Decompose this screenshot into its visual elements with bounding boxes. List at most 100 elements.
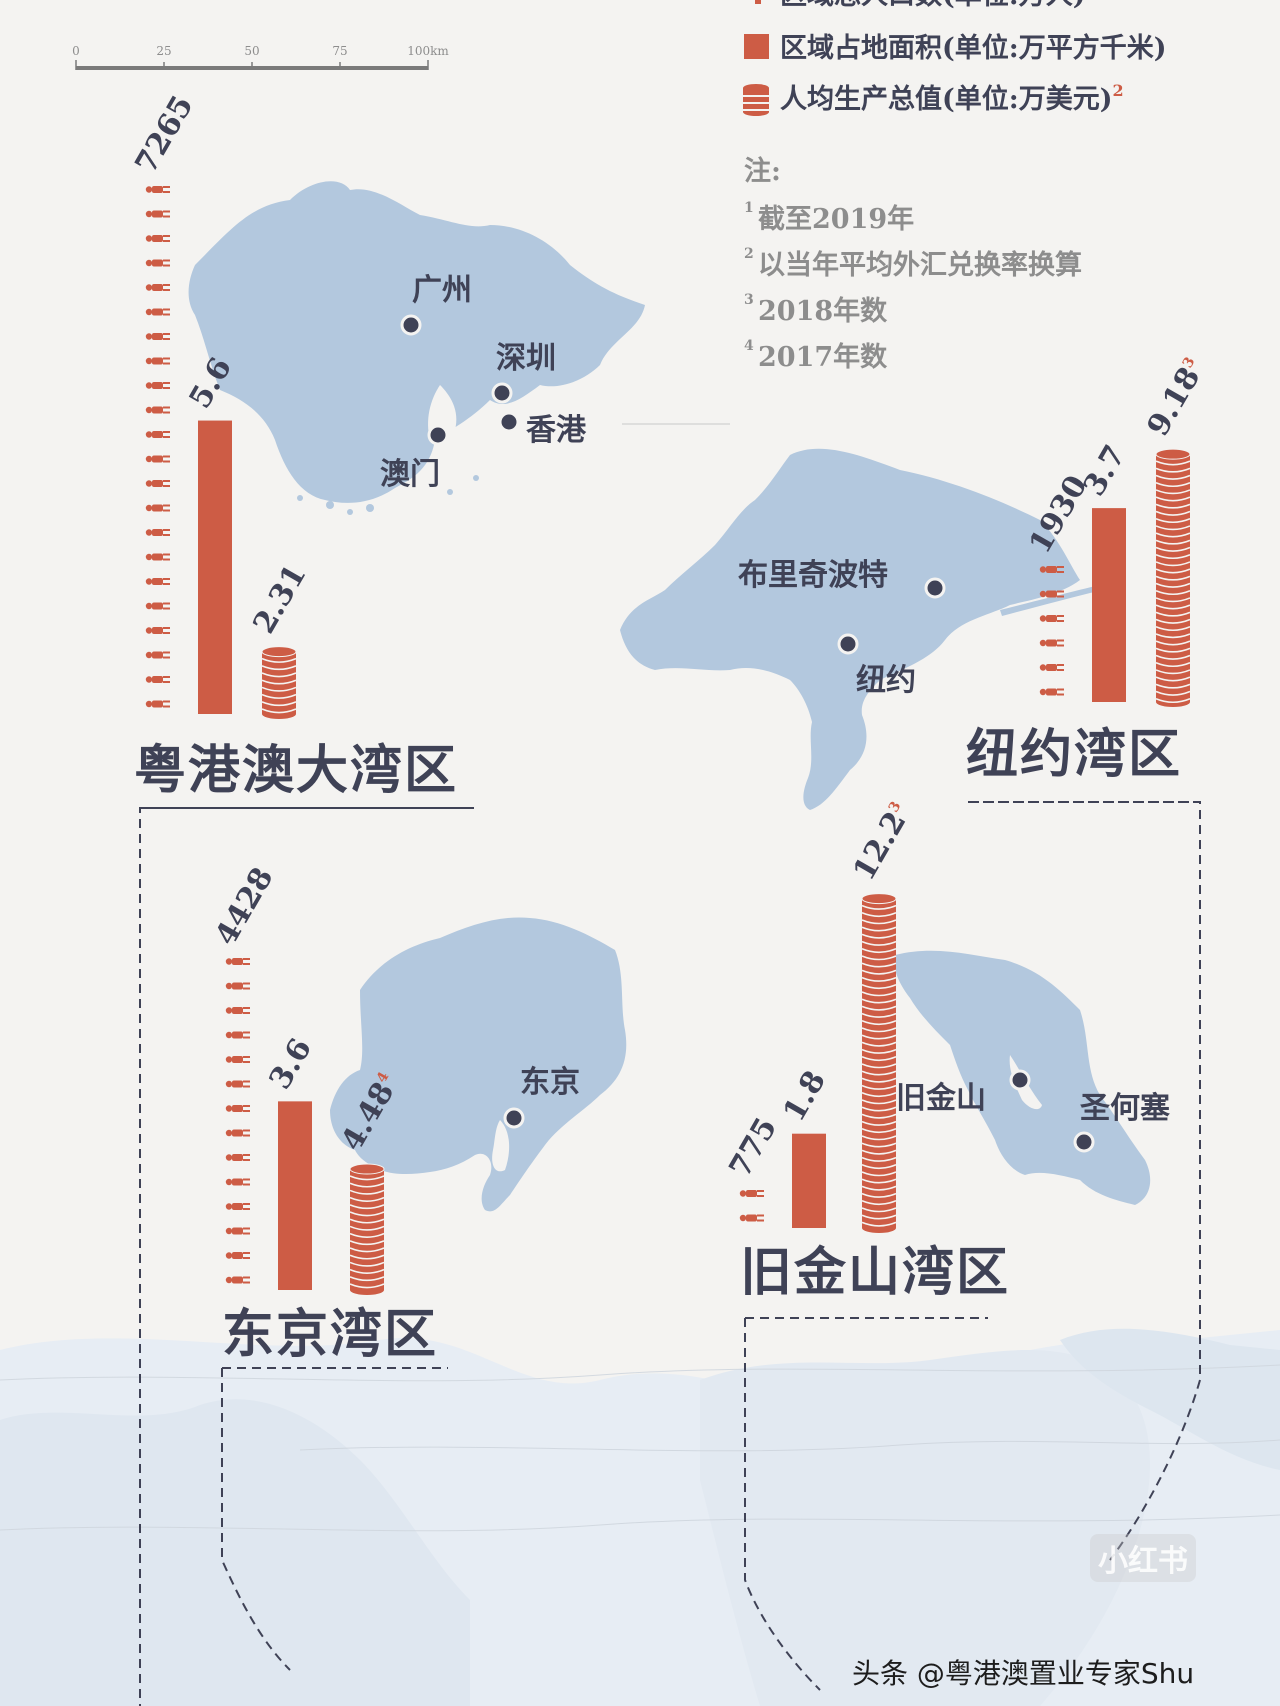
city-label: 香港 [526, 413, 587, 448]
value-label: 775 [723, 1112, 785, 1184]
value-label: 12.23 [847, 797, 919, 886]
person-icon [1039, 639, 1064, 647]
city-label: 广州 [412, 273, 472, 308]
legend: 区域总人口数(单位:万人) 区域占地面积(单位:万平方千米) 人均生产总值(单位… [743, 0, 1167, 116]
person-icon [145, 578, 170, 585]
person-icon [225, 1031, 250, 1039]
city-label: 深圳 [496, 341, 556, 376]
region-title: 旧金山湾区 [740, 1242, 1010, 1303]
person-icon [145, 235, 170, 242]
area-bar [1092, 508, 1126, 702]
scale-tick-label: 50 [244, 44, 259, 58]
note-sup: 1 [744, 200, 754, 216]
person-icon [145, 602, 170, 610]
legend-sup: 2 [1113, 81, 1124, 100]
person-icon [145, 382, 170, 389]
person-icon [1039, 615, 1064, 622]
person-icon [145, 210, 170, 218]
note-sup: 3 [744, 292, 754, 308]
person-icon [145, 700, 170, 708]
gdp-coin-stack [349, 1163, 385, 1295]
area-bar [198, 420, 232, 714]
person-icon [225, 1129, 250, 1137]
gdp-coin-stack [861, 893, 897, 1233]
city-dot [491, 382, 513, 404]
person-icon [1039, 664, 1064, 671]
scale-tick-label: 100km [407, 44, 449, 58]
person-icon [145, 455, 170, 463]
value-label: 3.6 [263, 1033, 319, 1096]
person-icon [225, 958, 250, 965]
person-icon [145, 627, 170, 634]
chart-marks: 72655.62.3119303.79.18344283.64.4847751.… [129, 90, 1213, 1295]
city-label: 纽约 [856, 663, 916, 698]
notes: 注: 1 截至2019年 2 以当年平均外汇兑换率换算 3 2018年数 4 2… [744, 155, 1082, 373]
city-dot [498, 411, 520, 433]
city-label: 圣何塞 [1080, 1091, 1170, 1126]
map-tokyo-bay-area [330, 917, 627, 1212]
city-label: 东京 [520, 1065, 580, 1100]
scale-tick-label: 0 [72, 44, 80, 58]
population-mark [1039, 566, 1064, 696]
note-text: 2017年数 [758, 341, 888, 373]
city-markers: 广州 深圳 香港 澳门 布里奇波特 纽约 东京 旧金山 圣何塞 [380, 273, 1170, 1153]
person-icon [1039, 688, 1064, 696]
gdp-coin-stack [1155, 448, 1191, 707]
person-icon [225, 1203, 250, 1210]
gdp-coin-stack [261, 646, 297, 719]
person-icon [145, 406, 170, 414]
city-dot [503, 1107, 525, 1129]
city-dot [837, 633, 859, 655]
scale-tick-label: 75 [332, 44, 347, 58]
map-new-york-bay-area [620, 448, 1102, 810]
person-icon [145, 480, 170, 487]
person-icon [225, 982, 250, 990]
population-mark [225, 958, 250, 1284]
legend-label-population: 区域总人口数(单位:万人) [780, 0, 1086, 11]
value-label: 7265 [129, 90, 201, 180]
person-icon [145, 333, 170, 340]
city-dot [427, 424, 449, 446]
watermark-text: 头条 @粤港澳置业专家Shu [852, 1657, 1195, 1690]
population-mark [739, 1190, 764, 1222]
person-icon [225, 1056, 250, 1063]
person-icon [145, 357, 170, 365]
scale-tick-label: 25 [156, 44, 171, 58]
region-title: 纽约湾区 [966, 724, 1182, 785]
person-icon [145, 651, 170, 659]
value-label: 9.183 [1141, 353, 1213, 442]
value-text: 9.18 [1141, 361, 1208, 442]
note-text: 以当年平均外汇兑换率换算 [758, 249, 1082, 281]
scale-bar: 0 25 50 75 100km [72, 44, 449, 70]
value-label: 1.8 [777, 1065, 833, 1128]
city-label: 旧金山 [896, 1081, 986, 1116]
population-mark [145, 186, 170, 708]
person-icon [225, 1105, 250, 1112]
legend-label-area: 区域占地面积(单位:万平方千米) [780, 32, 1167, 64]
person-icon [145, 431, 170, 438]
person-icon [145, 308, 170, 316]
person-icon [145, 259, 170, 267]
area-bar [278, 1101, 312, 1290]
city-label: 澳门 [380, 457, 440, 492]
note-text: 2018年数 [758, 295, 888, 327]
dashed-connectors [139, 801, 1201, 1706]
region-title: 东京湾区 [222, 1304, 438, 1365]
notes-title: 注: [744, 155, 781, 187]
person-icon [739, 1214, 764, 1222]
person-icon [145, 504, 170, 512]
svg-text:人均生产总值(单位:万美元)2: 人均生产总值(单位:万美元)2 [780, 81, 1124, 115]
note-sup: 2 [744, 246, 754, 262]
person-icon [145, 529, 170, 536]
value-text: 775 [723, 1112, 785, 1184]
person-icon [755, 0, 761, 4]
person-icon [145, 284, 170, 291]
city-label: 布里奇波特 [738, 558, 888, 593]
city-dot [1009, 1069, 1031, 1091]
legend-label-gdp: 人均生产总值(单位:万美元) [780, 83, 1113, 115]
city-dot [400, 314, 422, 336]
region-title: 粤港澳大湾区 [134, 740, 458, 801]
